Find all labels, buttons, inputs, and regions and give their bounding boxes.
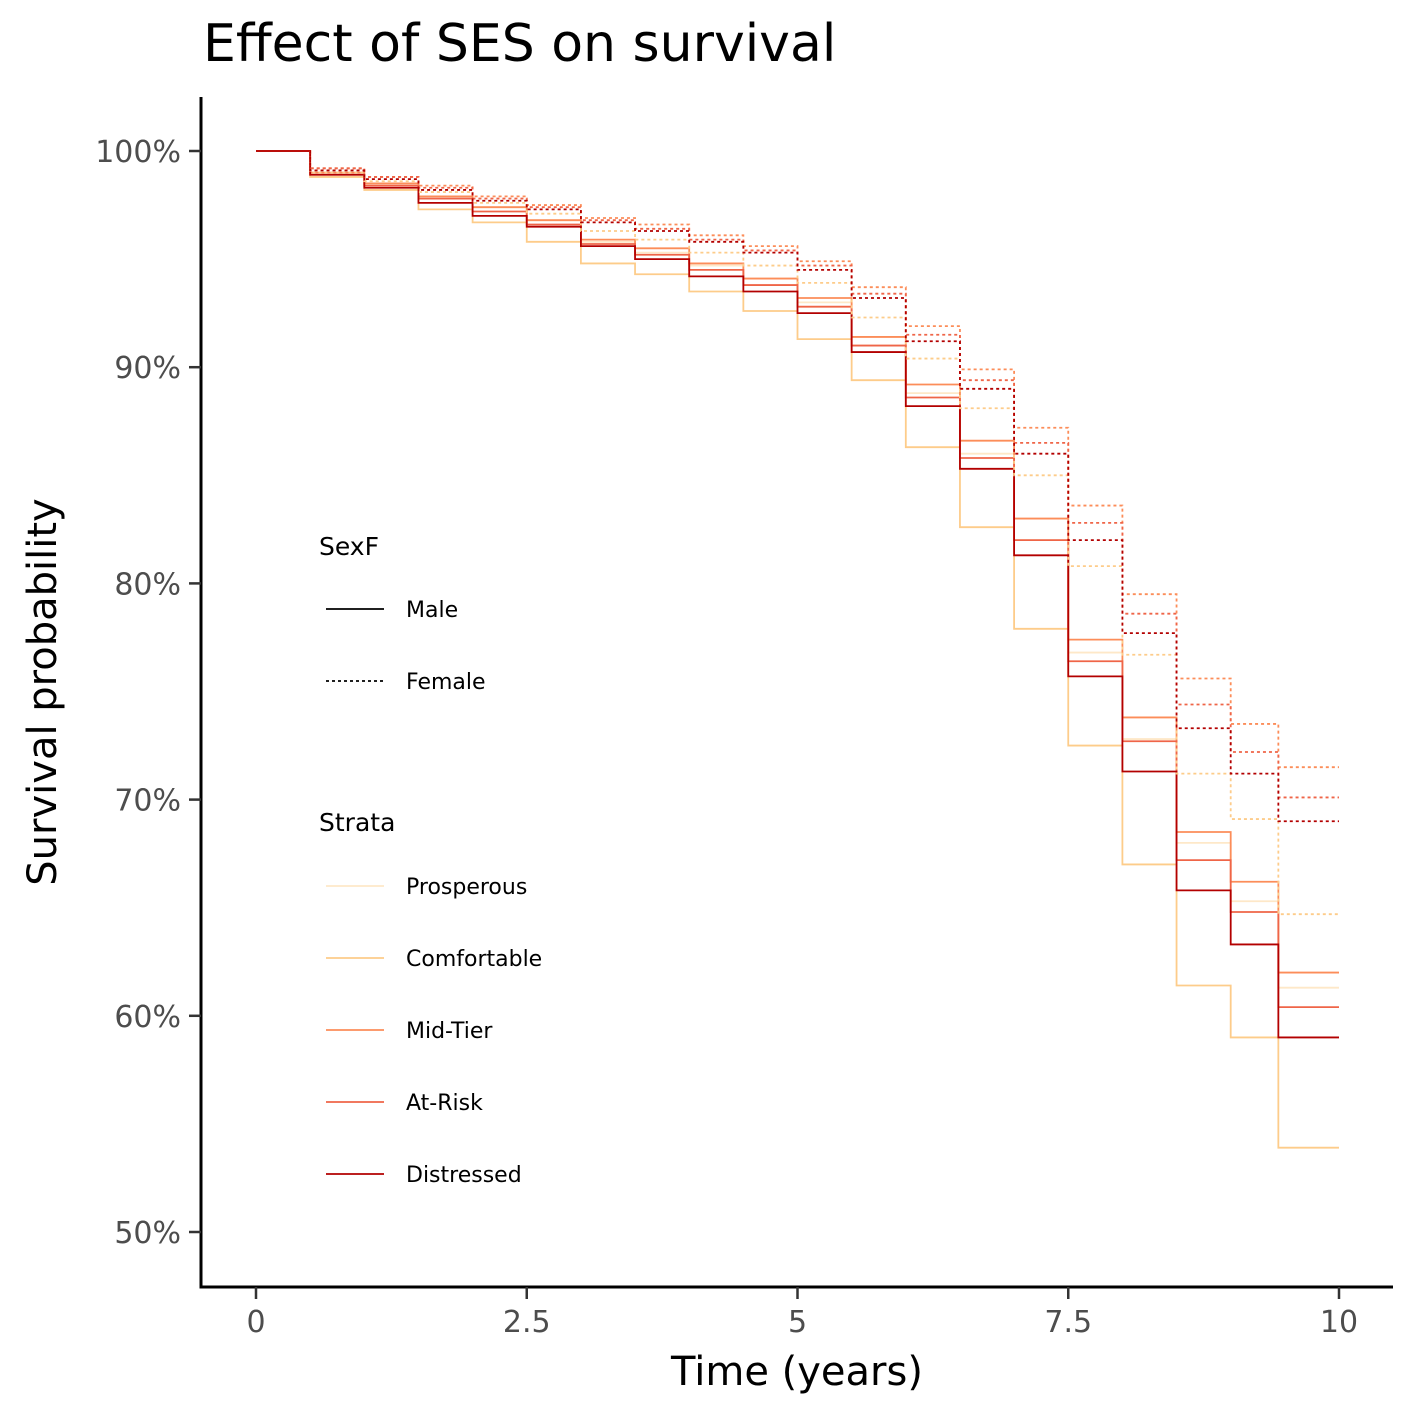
y-tick-label: 90% bbox=[114, 351, 181, 386]
x-ticks: 0 2.5 5 7.5 10 bbox=[246, 1287, 1358, 1340]
x-tick-label: 5 bbox=[788, 1305, 807, 1340]
legend-title-strata: Strata bbox=[319, 808, 395, 837]
series-line-comfortable-male bbox=[256, 150, 1339, 1149]
legend-linetypes: Male Female bbox=[326, 598, 486, 695]
legend-label-comfortable: Comfortable bbox=[406, 947, 542, 972]
legend-label-mid-tier: Mid-Tier bbox=[406, 1019, 493, 1044]
y-tick-label: 70% bbox=[114, 784, 181, 819]
legend-label-female: Female bbox=[406, 670, 486, 695]
y-ticks: 50% 60% 70% 80% 90% 100% bbox=[95, 135, 201, 1251]
legend: SexF Strata Male Female Prosperous Comfort… bbox=[319, 532, 542, 1188]
chart-title: Effect of SES on survival bbox=[203, 14, 837, 74]
x-tick-label: 10 bbox=[1320, 1305, 1358, 1340]
series-line-distressed-female bbox=[256, 150, 1339, 823]
legend-label-at-risk: At-Risk bbox=[406, 1091, 483, 1116]
legend-strata: Prosperous Comfortable Mid-Tier At-Risk Dist… bbox=[326, 875, 542, 1188]
x-tick-label: 2.5 bbox=[503, 1305, 551, 1340]
y-axis-title: Survival probability bbox=[20, 498, 66, 885]
x-tick-label: 0 bbox=[246, 1305, 265, 1340]
y-tick-label: 60% bbox=[114, 1000, 181, 1035]
series-layer bbox=[256, 150, 1339, 1149]
x-tick-label: 7.5 bbox=[1044, 1305, 1092, 1340]
series-line-distressed-male bbox=[256, 150, 1339, 1039]
x-axis-title: Time (years) bbox=[670, 1349, 923, 1395]
y-tick-label: 80% bbox=[114, 567, 181, 602]
legend-title-sex: SexF bbox=[319, 532, 379, 561]
legend-label-male: Male bbox=[406, 598, 458, 623]
y-tick-label: 50% bbox=[114, 1216, 181, 1251]
legend-label-distressed: Distressed bbox=[406, 1163, 522, 1188]
legend-label-prosperous: Prosperous bbox=[406, 875, 527, 900]
series-line-comfortable-female bbox=[256, 150, 1339, 916]
y-tick-label: 100% bbox=[95, 135, 181, 170]
